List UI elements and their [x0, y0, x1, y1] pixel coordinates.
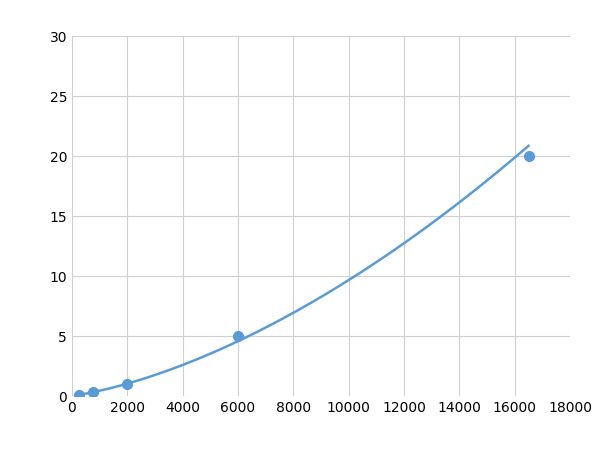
Point [122, 380, 132, 387]
Point [88, 389, 98, 396]
Point [524, 153, 533, 160]
Point [233, 333, 243, 340]
Point [74, 391, 84, 398]
